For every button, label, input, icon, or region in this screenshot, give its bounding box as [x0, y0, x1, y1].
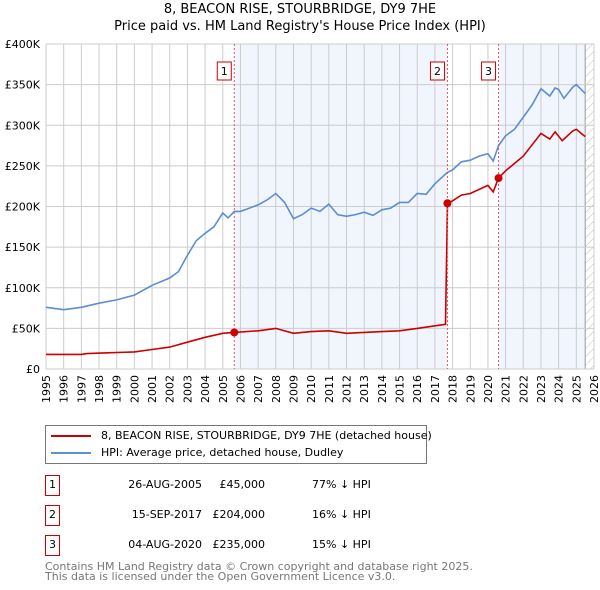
x-tick-label: 2001 — [146, 375, 159, 403]
sale-label: 1 — [221, 65, 228, 78]
sale-row: 2 15-SEP-2017 £204,000 16% ↓ HPI — [45, 505, 445, 526]
legend: 8, BEACON RISE, STOURBRIDGE, DY9 7HE (de… — [45, 425, 432, 464]
x-tick-label: 2012 — [341, 375, 354, 403]
x-tick-label: 2021 — [500, 375, 513, 403]
x-tick-label: 2020 — [482, 375, 495, 403]
x-tick-label: 2010 — [305, 375, 318, 403]
y-tick-label: £100K — [5, 282, 41, 295]
x-tick-label: 2006 — [234, 375, 247, 403]
sale-row: 1 26-AUG-2005 £45,000 77% ↓ HPI — [45, 475, 445, 496]
x-tick-label: 2015 — [394, 375, 407, 403]
sale-point — [494, 174, 503, 183]
series-line-hpi — [45, 83, 586, 311]
x-tick-label: 2018 — [447, 375, 460, 403]
x-tick-label: 2002 — [164, 375, 177, 403]
x-tick-label: 2016 — [411, 375, 424, 403]
y-tick-label: £200K — [5, 201, 41, 214]
x-tick-label: 2007 — [252, 375, 265, 403]
x-tick-label: 1997 — [75, 375, 88, 403]
chart-subtitle: Price paid vs. HM Land Registry's House … — [114, 19, 486, 34]
sale-label-box — [216, 61, 232, 81]
plot-area: 1995 1996 1997 1998 1999 2000 2001 2002 2003 2004… — [5, 38, 600, 403]
footer-copyright: Contains HM Land Registry data © Crown c… — [45, 560, 473, 573]
y-tick-label: £300K — [5, 119, 41, 132]
x-tick-label: 1995 — [40, 375, 53, 403]
y-tick-label: £350K — [5, 79, 41, 92]
sale-point — [230, 328, 239, 337]
sale-row: 3 04-AUG-2020 £235,000 15% ↓ HPI — [45, 535, 445, 556]
x-tick-label: 2000 — [128, 375, 141, 403]
x-tick-label: 2024 — [553, 375, 566, 403]
x-tick-label: 2004 — [199, 375, 212, 403]
x-tick-label: 1996 — [58, 375, 71, 403]
x-tick-label: 2019 — [464, 375, 477, 403]
x-tick-label: 2026 — [588, 375, 600, 403]
sale-point — [443, 199, 452, 208]
y-tick-label: £400K — [5, 38, 41, 51]
x-tick-label: 2023 — [535, 375, 548, 403]
chart-title: 8, BEACON RISE, STOURBRIDGE, DY9 7HE — [163, 2, 437, 17]
sale-label-box — [481, 61, 497, 81]
sale-label: 3 — [485, 65, 492, 78]
y-tick-label: £50K — [12, 322, 41, 335]
y-tick-label: £0 — [26, 363, 40, 376]
series-line-property — [46, 128, 586, 356]
x-tick-label: 2013 — [358, 375, 371, 403]
x-tick-label: 2017 — [429, 375, 442, 403]
x-tick-label: 2014 — [376, 375, 389, 403]
y-tick-label: £250K — [5, 160, 41, 173]
x-tick-label: 2005 — [217, 375, 230, 403]
y-tick-label: £150K — [5, 241, 41, 254]
x-tick-label: 2011 — [323, 375, 336, 403]
sale-label-box — [429, 61, 445, 81]
sale-label: 2 — [434, 65, 441, 78]
x-tick-label: 2008 — [270, 375, 283, 403]
x-tick-label: 2003 — [181, 375, 194, 403]
x-tick-label: 1999 — [111, 375, 124, 403]
x-tick-label: 1998 — [93, 375, 106, 403]
x-tick-label: 2009 — [287, 375, 300, 403]
footer-licence: This data is licensed under the Open Gov… — [45, 570, 396, 583]
x-tick-label: 2022 — [517, 375, 530, 403]
x-tick-label: 2025 — [570, 375, 583, 403]
